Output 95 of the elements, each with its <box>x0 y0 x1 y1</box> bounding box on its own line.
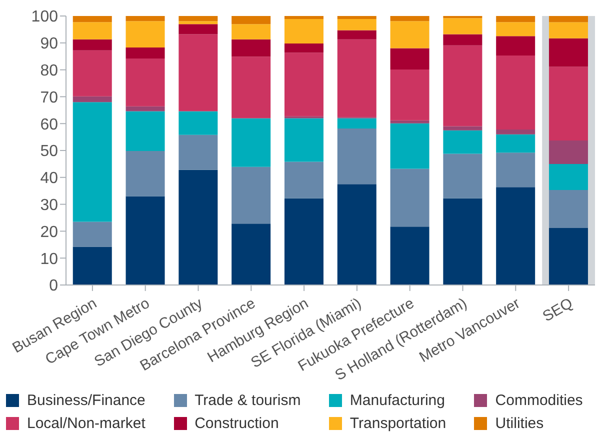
y-tick-label: 60 <box>40 116 58 134</box>
bar <box>390 168 430 227</box>
bar <box>390 16 430 22</box>
y-tick-label: 50 <box>40 143 58 160</box>
legend-label: Utilities <box>495 415 544 432</box>
bar <box>126 111 165 152</box>
bar <box>178 16 218 22</box>
bar <box>390 48 430 70</box>
bar <box>284 43 324 53</box>
bar <box>284 118 324 162</box>
bar <box>496 187 536 285</box>
legend-label: Construction <box>194 415 279 432</box>
bar <box>126 196 165 285</box>
y-tick-label: 90 <box>40 36 58 53</box>
bar <box>548 140 588 164</box>
bar <box>548 66 588 141</box>
bar <box>72 16 112 22</box>
bar <box>390 120 430 124</box>
bar <box>72 102 112 222</box>
bar <box>337 128 376 184</box>
bar <box>548 38 588 67</box>
bar <box>443 130 482 154</box>
bar <box>443 126 482 130</box>
bar <box>284 16 324 19</box>
bar <box>548 164 588 190</box>
bar <box>443 34 482 46</box>
bar <box>178 111 218 135</box>
y-tick-label: 70 <box>40 89 58 106</box>
bar <box>72 50 112 96</box>
y-tick-label: 0 <box>49 278 58 295</box>
bar <box>496 16 536 22</box>
bar <box>496 56 536 130</box>
bar <box>496 134 536 153</box>
bar <box>284 18 324 44</box>
bar <box>390 123 430 169</box>
bar <box>72 246 112 285</box>
x-tick-label: SEQ <box>540 294 576 326</box>
y-tick-label: 10 <box>40 250 58 268</box>
bar <box>126 16 165 22</box>
y-tick-label: 100 <box>31 8 58 26</box>
bar <box>126 151 165 196</box>
y-tick-label: 30 <box>40 196 58 214</box>
bar <box>178 21 218 24</box>
bar <box>284 162 324 198</box>
bar <box>178 170 218 285</box>
bar <box>337 118 376 128</box>
bar <box>548 190 588 228</box>
bar <box>390 70 430 120</box>
bar <box>496 130 536 134</box>
bar <box>232 39 271 57</box>
bar <box>443 198 482 285</box>
y-tick-label: 80 <box>40 62 58 80</box>
bar <box>232 16 271 24</box>
bar <box>126 21 165 48</box>
bar <box>284 52 324 116</box>
bar <box>232 166 271 224</box>
bar <box>496 22 536 36</box>
bar <box>496 152 536 188</box>
bar <box>337 184 376 285</box>
legend-label: Local/Non-market <box>27 415 146 432</box>
bar <box>390 21 430 48</box>
bar <box>443 45 482 126</box>
bar <box>284 198 324 285</box>
bar <box>390 226 430 285</box>
bar <box>548 228 588 285</box>
legend-label: Business/Finance <box>27 392 146 409</box>
bar <box>72 39 112 50</box>
legend-label: Trade & tourism <box>194 392 301 409</box>
bar <box>126 47 165 58</box>
bar <box>72 22 112 40</box>
bar <box>337 18 376 30</box>
legend-label: Commodities <box>495 392 583 409</box>
legend-label: Transportation <box>350 415 446 432</box>
bar <box>72 96 112 102</box>
bar <box>178 24 218 34</box>
bar <box>548 16 588 22</box>
bar <box>443 18 482 34</box>
y-tick-label: 20 <box>40 224 58 241</box>
bar <box>232 224 271 285</box>
bar <box>337 39 376 118</box>
bar <box>178 34 218 112</box>
bar <box>178 134 218 170</box>
bar <box>232 24 271 40</box>
bar <box>126 58 165 106</box>
bar <box>72 222 112 247</box>
bar <box>443 154 482 198</box>
y-tick-label: 40 <box>40 170 58 188</box>
bar <box>232 118 271 167</box>
bar <box>337 16 376 19</box>
legend-label: Manufacturing <box>350 392 445 409</box>
bar <box>337 30 376 40</box>
bar <box>232 56 271 118</box>
bar <box>548 22 588 38</box>
bar <box>126 106 165 112</box>
bar <box>496 36 536 56</box>
